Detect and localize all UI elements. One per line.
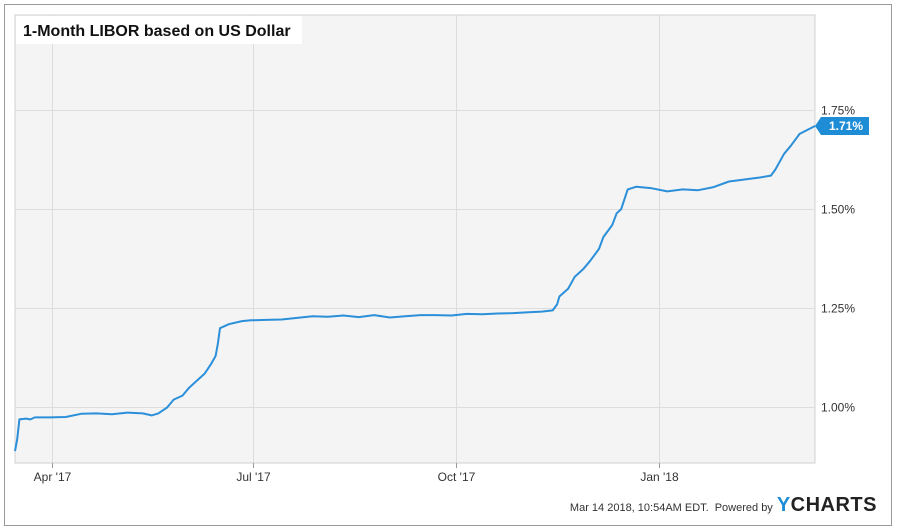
libor-series-line — [14, 125, 816, 452]
last-value-label: 1.71% — [829, 119, 863, 133]
y-tick-label: 1.00% — [821, 401, 855, 415]
ycharts-logo-text: CHARTS — [790, 494, 877, 516]
y-tick-label: 1.75% — [821, 104, 855, 118]
chart-title-box — [16, 16, 302, 44]
x-tick-label: Jul '17 — [236, 470, 271, 484]
y-tick-label: 1.50% — [821, 203, 855, 217]
ycharts-logo-initial: Y — [776, 494, 791, 516]
ycharts-logo[interactable]: YCHARTS — [777, 494, 877, 517]
chart-frame: 1.00% 1.25% 1.50% 1.75% Apr '17 Jul '17 Oct '1… — [4, 4, 892, 526]
x-tick-label: Apr '17 — [34, 470, 72, 484]
chart-title: 1-Month LIBOR based on US Dollar — [23, 23, 291, 40]
chart-footer: Mar 14 2018, 10:54AM EDT. Powered by YCH… — [570, 494, 877, 517]
x-tick-label: Oct '17 — [438, 470, 476, 484]
x-tick-label: Jan '18 — [640, 470, 679, 484]
footer-powered-by: Powered by — [714, 502, 773, 514]
footer-timestamp: Mar 14 2018, 10:54AM EDT. — [569, 502, 709, 514]
plot-area — [14, 14, 816, 464]
y-tick-label: 1.25% — [821, 302, 855, 316]
libor-line-chart: 1.00% 1.25% 1.50% 1.75% Apr '17 Jul '17 Oct '1… — [14, 14, 869, 484]
last-value-badge — [815, 117, 869, 136]
